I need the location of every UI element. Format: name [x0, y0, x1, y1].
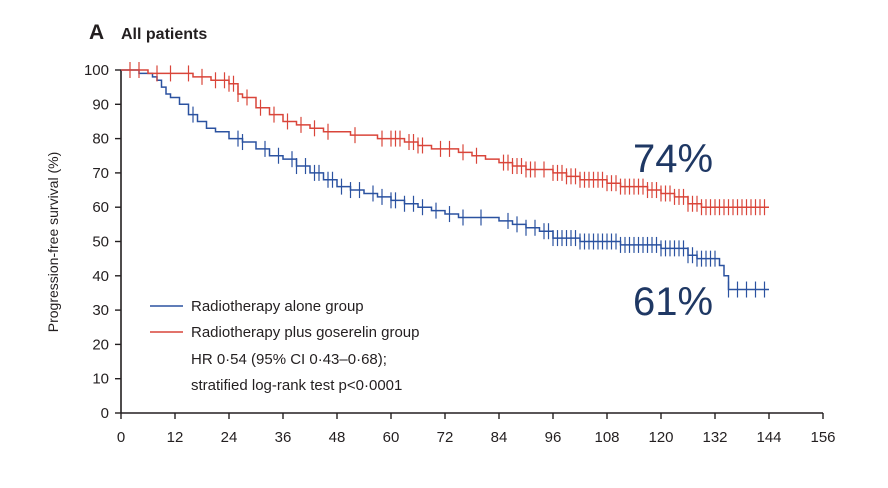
x-tick-label: 60: [383, 429, 400, 446]
y-tick-label: 0: [101, 405, 109, 422]
series-layer: [121, 62, 769, 298]
panel-title: All patients: [121, 26, 207, 43]
y-tick-label: 10: [92, 371, 109, 388]
goserelin-percent-label: 74%: [633, 137, 713, 181]
x-tick-label: 96: [545, 429, 562, 446]
x-tick-label: 144: [756, 429, 781, 446]
y-tick-label: 70: [92, 165, 109, 182]
y-tick-label: 30: [92, 302, 109, 319]
x-tick-label: 0: [117, 429, 125, 446]
panel-letter: A: [89, 21, 104, 44]
x-tick-label: 120: [648, 429, 673, 446]
alone-percent-label: 61%: [633, 280, 713, 324]
x-tick-label: 12: [167, 429, 184, 446]
x-tick-label: 72: [437, 429, 454, 446]
y-axis-title: Progression-free survival (%): [45, 152, 61, 333]
stats-line-1: HR 0·54 (95% CI 0·43–0·68);: [191, 351, 387, 368]
x-tick-label: 36: [275, 429, 292, 446]
x-tick-label: 84: [491, 429, 508, 446]
y-tick-label: 100: [84, 62, 109, 79]
x-tick-label: 132: [702, 429, 727, 446]
y-tick-label: 40: [92, 268, 109, 285]
x-tick-label: 24: [221, 429, 238, 446]
legend: Radiotherapy alone group Radiotherapy pl…: [150, 298, 419, 394]
legend-label-alone: Radiotherapy alone group: [191, 298, 364, 315]
y-tick-label: 50: [92, 234, 109, 251]
x-tick-label: 156: [810, 429, 835, 446]
x-tick-label: 108: [594, 429, 619, 446]
y-tick-label: 80: [92, 131, 109, 148]
y-tick-label: 60: [92, 199, 109, 216]
stats-line-2: stratified log-rank test p<0·0001: [191, 377, 402, 394]
x-tick-label: 48: [329, 429, 346, 446]
y-tick-label: 20: [92, 336, 109, 353]
axes: 0 12 24 36 48 60 72 84 96 108 120 132 144 156 0 10 20 30 4…: [84, 62, 836, 446]
legend-label-goserelin: Radiotherapy plus goserelin group: [191, 324, 419, 341]
y-tick-label: 90: [92, 96, 109, 113]
